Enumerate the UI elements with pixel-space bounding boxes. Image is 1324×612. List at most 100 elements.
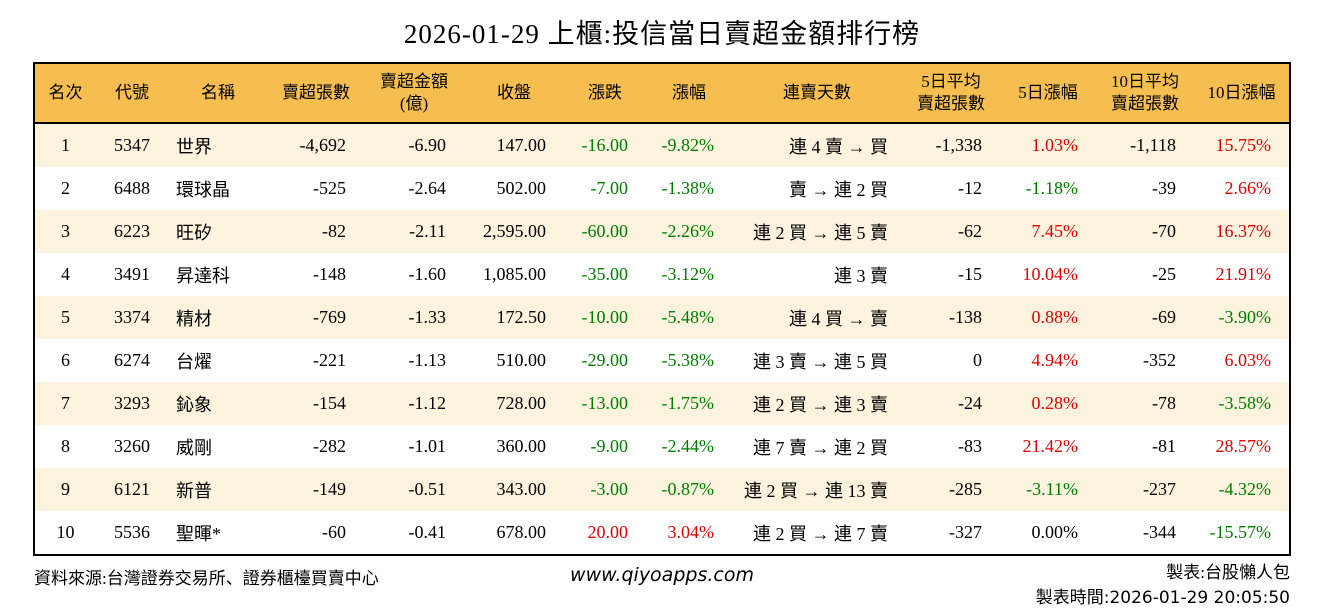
avg5-volume-cell: -83 [958,436,982,456]
net-sell-amount-cell: -2.11 [409,221,446,241]
pct5-cell: 10.04% [1022,264,1079,284]
close-cell: 728.00 [496,393,547,413]
change-pct-cell: -5.48% [661,307,715,327]
change-cell: -60.00 [581,221,629,241]
website-text: www.qiyoapps.com [570,564,754,586]
net-sell-amount-cell: -6.90 [408,135,447,155]
header-code: 代號 [96,63,168,124]
avg5-volume-cell: -138 [949,307,982,327]
pct5-cell: -1.18% [1025,178,1079,198]
header-close: 收盤 [464,63,564,124]
avg10-volume-cell: -78 [1152,393,1176,413]
avg10-volume-cell: -1,118 [1130,135,1176,155]
change-cell: -10.00 [581,307,629,327]
avg10-volume-cell: -81 [1152,436,1176,456]
ranking-table-body: 1 5347 世界 -4,692 -6.90 147.00 -16.00 -9.… [34,123,1290,555]
table-row: 10 5536 聖暉* -60 -0.41 678.00 20.00 3.04%… [34,511,1290,555]
header-change-pct: 漲幅 [646,63,732,124]
change-pct-cell: -9.82% [661,135,715,155]
code-cell: 3260 [114,436,150,456]
avg5-volume-cell: -1,338 [935,135,983,155]
table-row: 5 3374 精材 -769 -1.33 172.50 -10.00 -5.48… [34,296,1290,339]
pct10-cell: 15.75% [1215,135,1272,155]
pct5-cell: 7.45% [1031,221,1079,241]
streak-cell: 連 3 賣 → 連 5 買 [753,351,888,372]
close-cell: 147.00 [496,135,547,155]
net-sell-amount-cell: -1.12 [408,393,447,413]
pct10-cell: -15.57% [1209,522,1272,542]
code-cell: 3491 [114,264,150,284]
avg5-volume-cell: 0 [973,350,982,370]
close-cell: 678.00 [496,522,547,542]
table-header: 名次 代號 名稱 賣超張數 賣超金額 (億) 收盤 漲跌 漲幅 連賣天數 5日平… [34,63,1290,124]
net-sell-amount-cell: -2.64 [408,178,447,198]
change-pct-cell: -5.38% [661,350,715,370]
change-pct-cell: -2.26% [661,221,715,241]
change-cell: -29.00 [581,350,629,370]
name-cell: 世界 [176,136,212,157]
rank-cell: 8 [61,436,70,456]
net-sell-volume-cell: -149 [313,479,346,499]
streak-cell: 連 4 買 → 賣 [789,308,888,329]
name-cell: 環球晶 [176,179,230,200]
net-sell-volume-cell: -769 [313,307,346,327]
close-cell: 343.00 [496,479,547,499]
header-net-sell-amount: 賣超金額 (億) [364,63,464,124]
table-row: 1 5347 世界 -4,692 -6.90 147.00 -16.00 -9.… [34,123,1290,167]
rank-cell: 7 [61,393,70,413]
close-cell: 510.00 [496,350,547,370]
close-cell: 2,595.00 [483,221,546,241]
table-row: 2 6488 環球晶 -525 -2.64 502.00 -7.00 -1.38… [34,167,1290,210]
avg5-volume-cell: -12 [958,178,982,198]
pct10-cell: 21.91% [1215,264,1272,284]
table-row: 3 6223 旺矽 -82 -2.11 2,595.00 -60.00 -2.2… [34,210,1290,253]
name-cell: 台燿 [176,351,212,372]
code-cell: 5347 [114,135,150,155]
rank-cell: 2 [61,178,70,198]
name-cell: 旺矽 [176,222,212,243]
header-avg5-volume: 5日平均 賣超張數 [902,63,1000,124]
net-sell-volume-cell: -82 [322,221,346,241]
streak-cell: 連 2 買 → 連 13 賣 [744,480,888,501]
change-pct-cell: -3.12% [661,264,715,284]
change-cell: -13.00 [581,393,629,413]
generated-time-text: 製表時間:2026-01-29 20:05:50 [1035,587,1290,608]
table-row: 7 3293 鈊象 -154 -1.12 728.00 -13.00 -1.75… [34,382,1290,425]
name-cell: 鈊象 [176,394,212,415]
change-cell: -7.00 [590,178,629,198]
avg5-volume-cell: -62 [958,221,982,241]
streak-cell: 連 3 賣 [834,265,888,286]
avg5-volume-cell: -327 [949,522,982,542]
pct10-cell: -3.90% [1218,307,1272,327]
avg10-volume-cell: -39 [1152,178,1176,198]
net-sell-amount-cell: -1.13 [408,350,447,370]
code-cell: 3293 [114,393,150,413]
pct10-cell: 28.57% [1215,436,1272,456]
name-cell: 精材 [176,308,212,329]
change-pct-cell: -0.87% [661,479,715,499]
pct5-cell: -3.11% [1026,479,1078,499]
net-sell-amount-cell: -1.01 [408,436,447,456]
avg10-volume-cell: -69 [1152,307,1176,327]
net-sell-volume-cell: -525 [313,178,346,198]
net-sell-volume-cell: -148 [313,264,346,284]
code-cell: 6488 [114,178,150,198]
change-cell: -35.00 [581,264,629,284]
net-sell-amount-cell: -0.41 [408,522,447,542]
change-pct-cell: 3.04% [667,522,715,542]
credits: 製表:台股懶人包 製表時間:2026-01-29 20:05:50 [754,561,1290,610]
pct5-cell: 0.28% [1031,393,1079,413]
header-pct10: 10日漲幅 [1194,63,1290,124]
author-text: 製表:台股懶人包 [1166,563,1290,582]
streak-cell: 賣 → 連 2 買 [789,179,888,200]
pct10-cell: 2.66% [1224,178,1272,198]
name-cell: 威剛 [176,437,212,458]
change-pct-cell: -2.44% [661,436,715,456]
streak-cell: 連 2 買 → 連 5 賣 [753,222,888,243]
pct5-cell: 1.03% [1031,135,1079,155]
net-sell-volume-cell: -60 [322,522,346,542]
avg10-volume-cell: -237 [1143,479,1176,499]
streak-cell: 連 4 賣 → 買 [789,136,888,157]
footer: 資料來源:台灣證券交易所、證券櫃檯買賣中心 www.qiyoapps.com 製… [34,561,1290,610]
change-cell: -9.00 [590,436,629,456]
